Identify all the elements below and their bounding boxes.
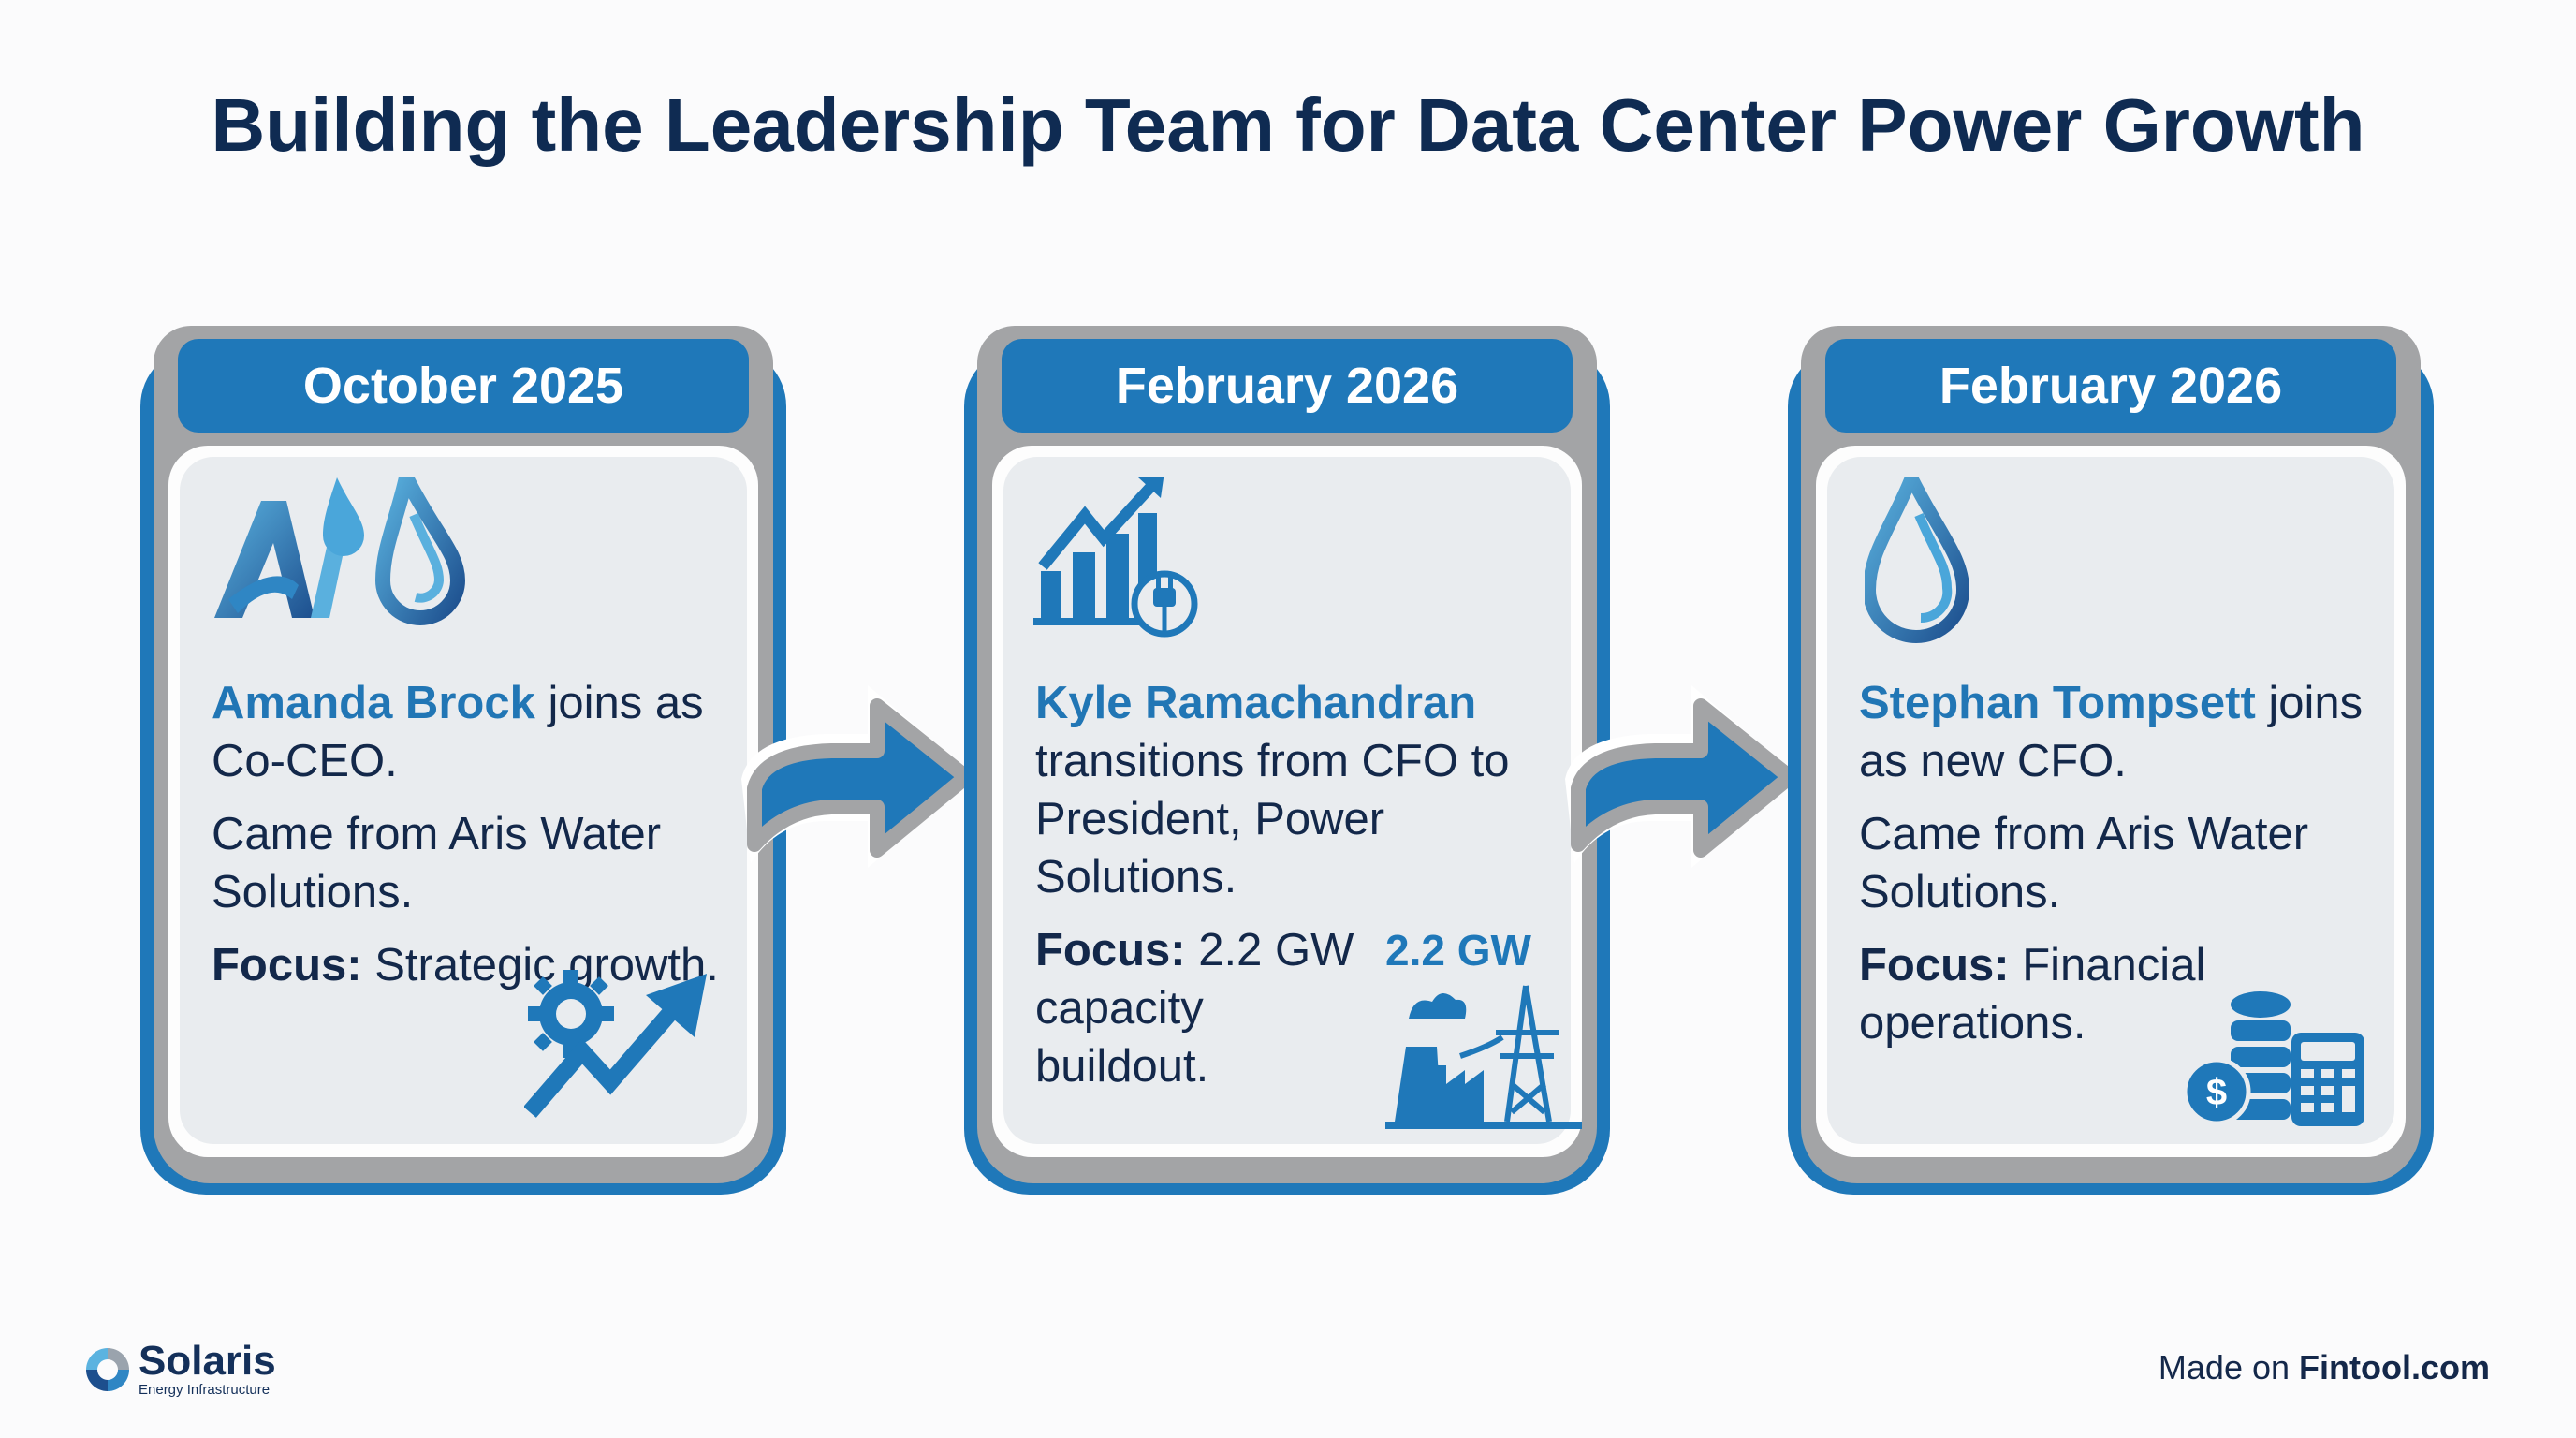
- right-arrow-icon: [1565, 685, 1799, 868]
- role-text: transitions from CFO to President, Power…: [1035, 736, 1510, 902]
- card-content: Stephan Tompsett joins as new CFO. Came …: [1827, 457, 2394, 1144]
- brand-name: Solaris: [139, 1338, 276, 1384]
- right-arrow-icon: [741, 685, 975, 868]
- focus-label: Focus:: [212, 940, 362, 990]
- card-panel: Amanda Brock joins as Co-CEO. Came from …: [168, 446, 758, 1157]
- role-text: joins as new CFO.: [1859, 678, 2364, 786]
- water-drop-icon: [1865, 477, 1970, 643]
- role-text: joins as Co-CEO.: [212, 678, 704, 786]
- chart-plug-icon: [1033, 477, 1198, 638]
- capacity-label: 2.2 GW: [1385, 926, 1531, 975]
- background-text: Came from Aris Water Solutions.: [1859, 809, 2309, 917]
- focus-text: Financial operations.: [1859, 940, 2206, 1049]
- focus-label: Focus:: [1035, 925, 1186, 976]
- made-on-credit: Made on Fintool.com: [2159, 1348, 2490, 1387]
- timeline-card-3: February 2026 Stephan Tompsett joins as …: [1788, 326, 2434, 1195]
- card-description: Stephan Tompsett joins as new CFO. Came …: [1859, 674, 2368, 1067]
- focus-label: Focus:: [1859, 940, 2010, 990]
- aris-water-logo-icon: [214, 477, 466, 625]
- card-date-header: February 2026: [1002, 339, 1573, 433]
- power-plant-tower-icon: [1385, 985, 1582, 1129]
- card-description: Amanda Brock joins as Co-CEO. Came from …: [212, 674, 721, 1009]
- person-name: Kyle Ramachandran: [1035, 678, 1477, 728]
- timeline-card-2: February 2026 Kyle Ramachandran tran: [964, 326, 1610, 1195]
- brand-tagline: Energy Infrastructure: [139, 1382, 271, 1398]
- background-text: Came from Aris Water Solutions.: [212, 809, 662, 917]
- card-content: Amanda Brock joins as Co-CEO. Came from …: [180, 457, 747, 1144]
- page-title: Building the Leadership Team for Data Ce…: [211, 83, 2365, 167]
- card-description: Kyle Ramachandran transitions from CFO t…: [1035, 674, 1544, 1110]
- gear-growth-arrow-icon: [524, 970, 707, 1118]
- focus-text: 2.2 GW capacity buildout.: [1035, 925, 1354, 1092]
- solaris-swirl-icon: [86, 1348, 129, 1391]
- person-name: Amanda Brock: [212, 678, 535, 728]
- card-content: Kyle Ramachandran transitions from CFO t…: [1003, 457, 1582, 1144]
- card-panel: Kyle Ramachandran transitions from CFO t…: [992, 446, 1582, 1157]
- card-panel: Stephan Tompsett joins as new CFO. Came …: [1816, 446, 2406, 1157]
- card-date-header: February 2026: [1825, 339, 2396, 433]
- svg-text:$: $: [2206, 1072, 2227, 1113]
- timeline-card-1: October 2025 Amanda Brock joins as Co-CE…: [140, 326, 786, 1195]
- person-name: Stephan Tompsett: [1859, 678, 2256, 728]
- made-on-site: Fintool.com: [2299, 1348, 2490, 1387]
- made-on-prefix: Made on: [2158, 1348, 2300, 1387]
- solaris-logo: Solaris Energy Infrastructure: [82, 1341, 276, 1399]
- card-date-header: October 2025: [178, 339, 749, 433]
- coins-calculator-icon: $: [2182, 991, 2364, 1126]
